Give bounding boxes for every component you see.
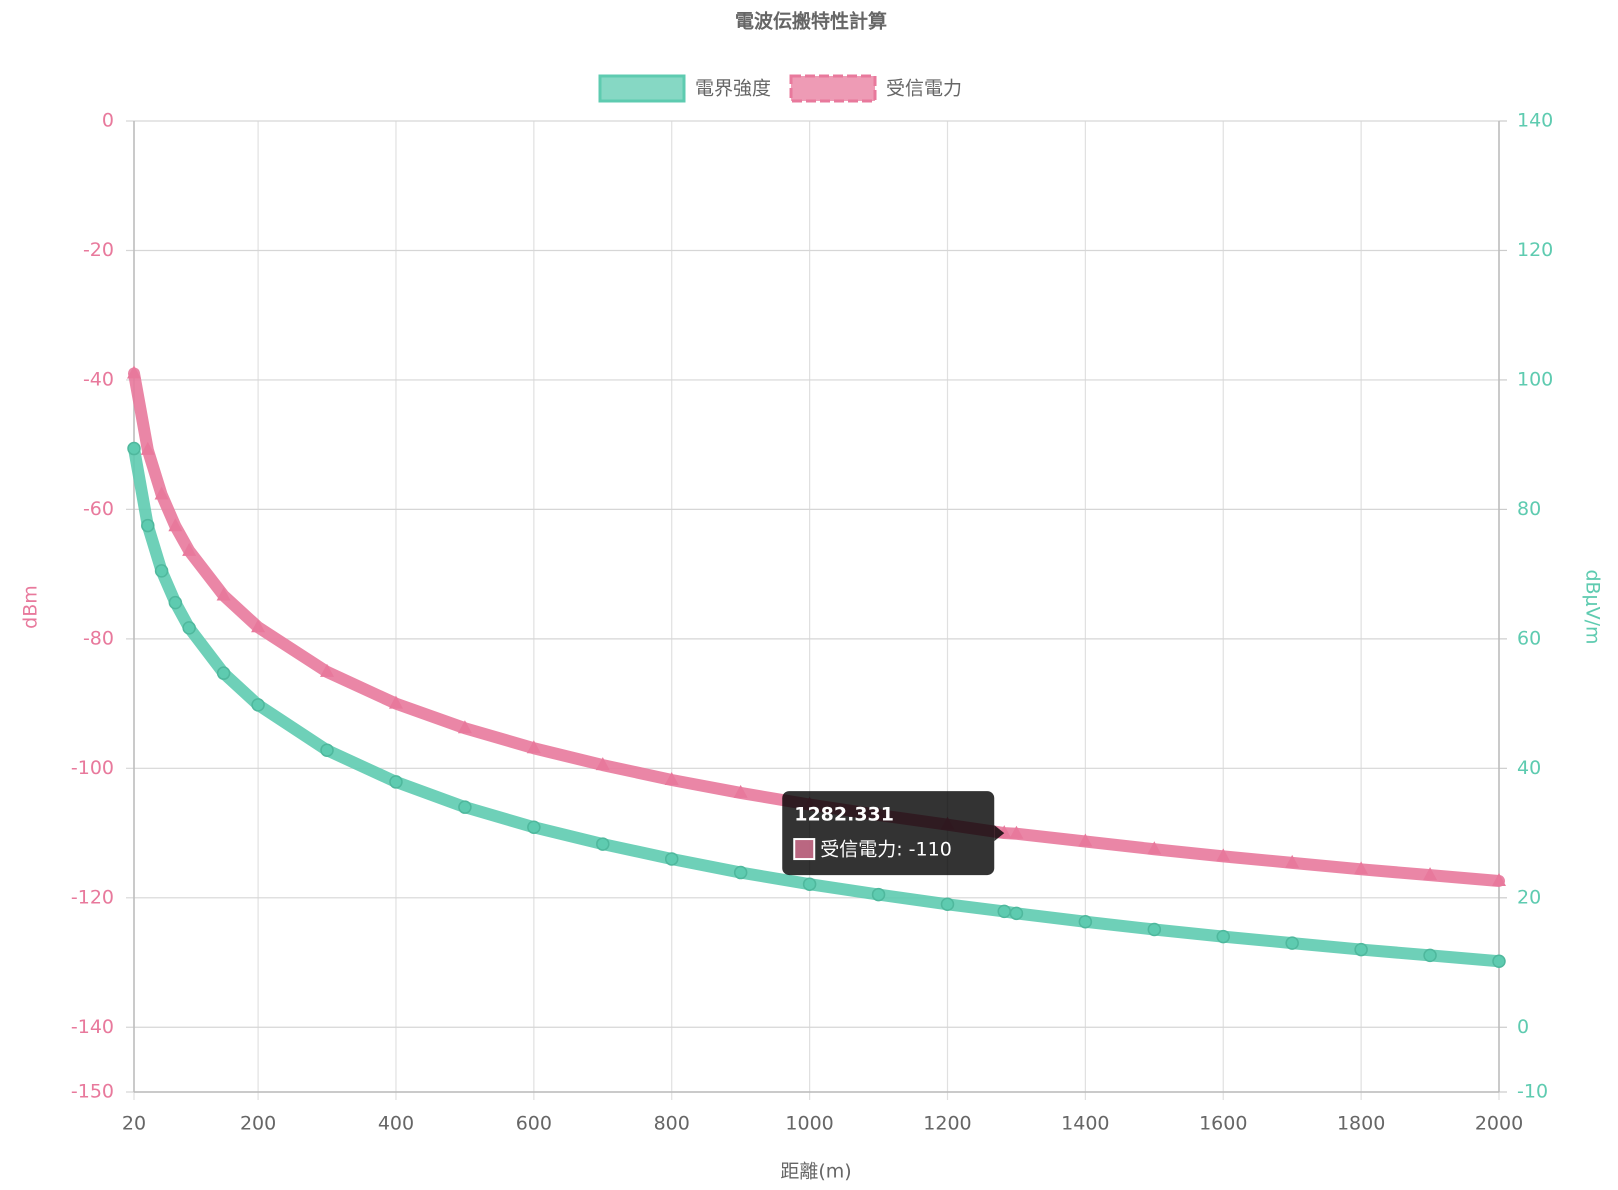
point [1354,942,1368,957]
point [1492,872,1506,886]
y2-tick-label: 80 [1517,498,1541,520]
point [1354,861,1369,875]
point [664,771,679,785]
point [733,784,748,798]
y-tick-label: -140 [71,1016,114,1038]
point [182,621,196,635]
x-tick-label: 1400 [1061,1113,1109,1135]
point [1216,929,1230,944]
point [216,587,231,601]
y-tick-label: 0 [102,110,114,132]
point [871,887,886,902]
x-tick-label: 1800 [1337,1113,1385,1135]
point [1009,906,1024,921]
y2-tick-label: 60 [1517,627,1541,649]
y-tick-label: -20 [83,239,114,261]
point [251,698,265,712]
point [1078,915,1093,929]
point [168,518,183,532]
x-tick-label: 2000 [1475,1113,1523,1135]
point [527,820,541,834]
y-tick-label: -60 [83,498,114,520]
tooltip-swatch [793,838,816,861]
tooltip: 1282.331 受信電力: -110 [782,791,1005,876]
series-line [128,367,1505,887]
x-tick-label: 1200 [923,1113,971,1135]
point [457,720,472,734]
y2-tick-label: 0 [1517,1016,1529,1038]
point [1078,833,1093,847]
point [1147,841,1162,855]
point [458,800,472,814]
y-tick-label: -120 [71,886,114,908]
y2-axis-label: dBμV/m [1582,569,1604,644]
x-tick-label: 20 [122,1113,146,1135]
y2-tick-label: 100 [1517,368,1553,390]
point [1285,854,1300,868]
point [320,663,335,677]
point [664,852,679,866]
point [154,486,169,500]
y-axis-label: dBm [20,585,42,629]
y-tick-label: -150 [71,1081,114,1103]
legend-label: 受信電力 [886,78,962,100]
tooltip-box [782,791,995,876]
point [388,695,403,709]
series-line [128,442,1505,968]
x-tick-label: 600 [516,1113,552,1135]
point [1492,954,1506,968]
y2-tick-label: 40 [1517,757,1541,779]
y-tick-label: -40 [83,368,114,390]
legend-swatch [789,74,877,103]
point [154,564,169,578]
point [802,877,817,891]
y2-tick-label: 20 [1517,886,1541,908]
legend-label: 電界強度 [695,78,771,100]
x-tick-label: 400 [378,1113,414,1135]
x-tick-label: 1600 [1199,1113,1247,1135]
point [1009,825,1024,839]
point [733,865,748,880]
y2-tick-label: 140 [1517,110,1553,132]
point [526,740,541,754]
x-tick-label: 1000 [785,1113,833,1135]
legend-swatch [598,74,686,103]
point [997,904,1011,919]
point [140,441,155,455]
point [320,743,334,757]
x-tick-label: 200 [240,1113,276,1135]
point [596,837,610,851]
point [168,595,183,610]
y2-tick-label: -10 [1517,1081,1548,1103]
point [1423,867,1438,881]
y-tick-label: -100 [71,757,114,779]
point [182,542,197,556]
point [1285,936,1299,950]
tooltip-label: 受信電力: -110 [820,839,952,861]
point [1216,848,1231,862]
point [127,365,141,379]
point [127,441,141,456]
point [595,757,610,771]
point [141,518,155,533]
point [251,619,266,633]
chart-title: 電波伝搬特性計算 [735,10,887,33]
point [389,775,403,789]
point [1147,922,1162,937]
tooltip-caret [994,825,1005,842]
y2-tick-label: 120 [1517,239,1553,261]
x-tick-label: 800 [654,1113,690,1135]
tooltip-title: 1282.331 [794,804,894,826]
point [216,666,231,680]
point [940,897,955,912]
point [1423,948,1437,963]
y-tick-label: -80 [83,627,114,649]
x-axis-label: 距離(m) [780,1161,851,1183]
